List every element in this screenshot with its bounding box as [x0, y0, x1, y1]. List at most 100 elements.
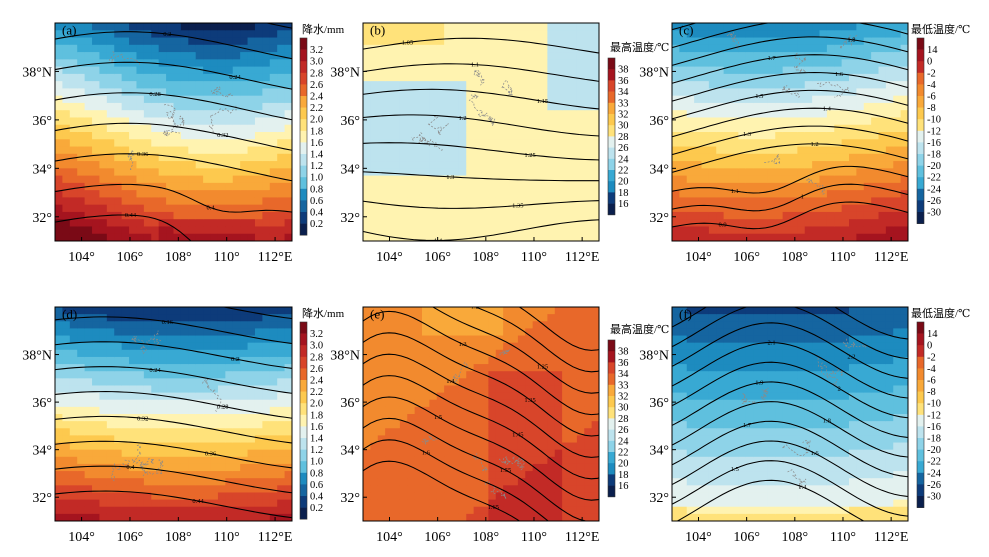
field-cell [436, 197, 445, 206]
field-cell [69, 513, 78, 521]
field-cell [466, 314, 475, 322]
field-cell [166, 66, 175, 75]
field-cell [262, 449, 271, 458]
contour-line [55, 465, 292, 494]
field-cell [232, 95, 241, 104]
field-cell [262, 30, 271, 39]
field-cell [547, 219, 556, 228]
field-cell [385, 197, 394, 206]
field-cell [414, 102, 423, 111]
field-cell [473, 442, 482, 451]
field-cell [210, 506, 219, 515]
field-cell [804, 132, 813, 140]
field-cell [878, 182, 887, 191]
field-cell [517, 471, 526, 479]
field-cell [893, 30, 902, 39]
panel-c-frame [671, 22, 909, 242]
field-cell [804, 102, 813, 111]
field-cell [525, 456, 534, 465]
field-cell [708, 226, 717, 235]
field-cell [473, 73, 482, 82]
field-cell [540, 399, 548, 408]
field-cell [790, 102, 798, 111]
field-cell [804, 88, 813, 97]
field-cell [444, 378, 453, 387]
field-cell [143, 139, 152, 148]
field-cell [240, 485, 249, 494]
field-cell [385, 421, 394, 429]
field-cell [554, 139, 563, 148]
field-cell [158, 110, 167, 119]
field-cell [775, 219, 784, 228]
field-cell [517, 88, 526, 97]
field-cell [254, 442, 263, 451]
field-cell [856, 52, 865, 60]
field-cell [686, 117, 695, 126]
field-cell [121, 378, 130, 387]
colorbar-tick-label: 1.4 [310, 434, 324, 445]
field-cell [254, 23, 263, 31]
field-cell [458, 197, 467, 206]
field-cell [377, 204, 386, 213]
field-cell [804, 190, 813, 198]
field-cell [525, 175, 534, 184]
field-cell [363, 190, 371, 198]
province-border [131, 336, 147, 355]
field-cell [247, 499, 256, 508]
field-cell [767, 23, 776, 31]
field-cell [429, 478, 438, 486]
field-cell [422, 124, 430, 133]
field-cell [129, 168, 138, 177]
field-cell [84, 356, 93, 365]
field-cell [106, 233, 115, 241]
field-cell [247, 428, 256, 436]
colorbar-swatch [300, 461, 307, 474]
field-cell [473, 428, 482, 436]
field-cell [399, 463, 408, 472]
field-cell [804, 124, 813, 133]
field-cell [525, 421, 534, 429]
field-cell [114, 168, 123, 177]
field-cell [826, 197, 835, 206]
field-cell [540, 161, 548, 169]
colorbar-tick-label: 1.0 [310, 457, 323, 468]
field-cell [114, 414, 123, 422]
field-cell [392, 197, 401, 206]
field-cell [106, 66, 115, 75]
field-cell [77, 110, 86, 119]
field-cell [503, 23, 512, 31]
field-cell [804, 23, 813, 31]
field-cell [804, 211, 813, 220]
field-cell [444, 95, 453, 104]
field-cell [195, 399, 204, 408]
field-cell [422, 102, 430, 111]
field-cell [584, 95, 593, 104]
field-cell [129, 342, 138, 351]
field-cell [826, 146, 835, 155]
field-cell [525, 371, 534, 379]
field-cell [84, 81, 93, 89]
field-cell [99, 110, 108, 119]
field-cell [517, 132, 526, 140]
field-cell [385, 435, 394, 444]
field-cell [584, 66, 593, 75]
field-cell [77, 117, 86, 126]
field-cell [180, 307, 189, 315]
field-cell [121, 456, 130, 465]
field-cell [790, 190, 798, 198]
field-cell [195, 371, 204, 379]
field-cell [385, 30, 394, 39]
field-cell [444, 456, 453, 465]
field-cell [247, 449, 256, 458]
field-cell [517, 356, 526, 365]
field-cell [731, 23, 739, 31]
panel-c-field: 21.91.81.71.61.51.41.31.21.110.9 [672, 23, 908, 241]
field-cell [121, 421, 130, 429]
field-cell [399, 219, 408, 228]
field-cell [106, 499, 115, 508]
field-cell [106, 399, 115, 408]
y-tick-label: 38°N [330, 65, 360, 80]
field-cell [180, 499, 189, 508]
field-cell [503, 385, 512, 394]
field-cell [129, 59, 138, 68]
